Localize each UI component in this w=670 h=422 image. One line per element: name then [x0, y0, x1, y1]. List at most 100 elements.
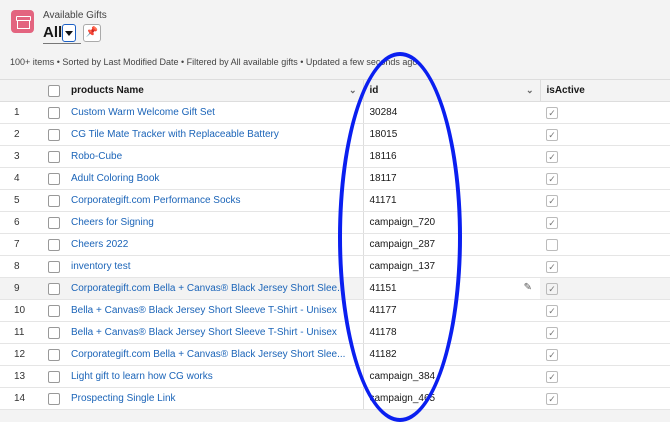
- is-active-checkbox: ✓: [546, 150, 558, 163]
- list-view-dropdown-button[interactable]: [62, 24, 76, 42]
- product-name-link[interactable]: Corporategift.com Bella + Canvas® Black …: [65, 277, 363, 300]
- id-value: 41182: [369, 349, 397, 360]
- id-value: campaign_465: [369, 393, 436, 404]
- product-name-link[interactable]: Cheers 2022: [65, 233, 363, 256]
- id-value: 18015: [369, 129, 398, 140]
- product-name-link[interactable]: Adult Coloring Book: [65, 167, 363, 190]
- row-number: 9: [0, 277, 40, 300]
- product-name-link[interactable]: Bella + Canvas® Black Jersey Short Sleev…: [65, 321, 363, 344]
- table-row: 13 Light gift to learn how CG works camp…: [0, 365, 670, 388]
- product-name-link[interactable]: Robo-Cube: [65, 145, 363, 168]
- product-name[interactable]: Cheers 2022: [71, 239, 129, 250]
- product-name[interactable]: inventory test: [71, 261, 131, 272]
- is-active-checkbox: ✓: [546, 172, 558, 185]
- table-row: 12 Corporategift.com Bella + Canvas® Bla…: [0, 343, 670, 366]
- row-number: 12: [0, 343, 40, 366]
- id-value: campaign_720: [369, 217, 436, 228]
- product-name[interactable]: Bella + Canvas® Black Jersey Short Sleev…: [71, 327, 337, 338]
- product-name-link[interactable]: inventory test: [65, 255, 363, 278]
- row-checkbox[interactable]: [48, 304, 60, 317]
- table-row: 11 Bella + Canvas® Black Jersey Short Sl…: [0, 321, 670, 344]
- row-checkbox[interactable]: [48, 194, 60, 207]
- product-name[interactable]: CG Tile Mate Tracker with Replaceable Ba…: [71, 129, 279, 140]
- id-cell: campaign_384: [362, 365, 540, 388]
- table-row: 4 Adult Coloring Book 18117 ✓: [0, 167, 670, 190]
- row-checkbox[interactable]: [48, 238, 60, 251]
- row-number: 8: [0, 255, 40, 278]
- product-name[interactable]: Custom Warm Welcome Gift Set: [71, 107, 215, 118]
- row-checkbox[interactable]: [48, 216, 60, 229]
- is-active-checkbox: [546, 238, 558, 251]
- table-row: 1 Custom Warm Welcome Gift Set 30284 ✓: [0, 101, 670, 124]
- product-name[interactable]: Cheers for Signing: [71, 217, 154, 228]
- object-label: Available Gifts: [43, 10, 107, 21]
- chevron-down-icon[interactable]: ⌄: [525, 85, 534, 95]
- chevron-down-icon[interactable]: ⌄: [348, 85, 357, 95]
- product-name-link[interactable]: Cheers for Signing: [65, 211, 363, 234]
- row-checkbox[interactable]: [48, 260, 60, 273]
- list-header: Available Gifts All 📌 100+ items • Sorte…: [0, 0, 670, 79]
- row-checkbox[interactable]: [48, 128, 60, 141]
- id-cell: 18116: [362, 145, 540, 168]
- id-cell: campaign_287: [362, 233, 540, 256]
- product-name[interactable]: Prospecting Single Link: [71, 393, 176, 404]
- id-value: 41151: [369, 283, 397, 294]
- product-name[interactable]: Bella + Canvas® Black Jersey Short Sleev…: [71, 305, 337, 316]
- product-name[interactable]: Robo-Cube: [71, 151, 123, 162]
- id-value: campaign_287: [369, 239, 436, 250]
- row-number: 13: [0, 365, 40, 388]
- is-active-checkbox: ✓: [546, 260, 558, 273]
- row-checkbox[interactable]: [48, 348, 60, 361]
- row-checkbox[interactable]: [48, 150, 60, 163]
- table-row: 7 Cheers 2022 campaign_287: [0, 233, 670, 256]
- id-cell: 18015: [362, 123, 540, 146]
- is-active-checkbox: ✓: [546, 128, 558, 141]
- product-name-link[interactable]: Light gift to learn how CG works: [65, 365, 363, 388]
- id-value: 41177: [369, 305, 397, 316]
- pencil-edit-icon[interactable]: ✎: [523, 282, 532, 293]
- row-checkbox[interactable]: [48, 106, 60, 119]
- product-name[interactable]: Light gift to learn how CG works: [71, 371, 213, 382]
- row-checkbox[interactable]: [48, 392, 60, 405]
- product-name-link[interactable]: Corporategift.com Performance Socks: [65, 189, 363, 212]
- row-number: 10: [0, 299, 40, 322]
- id-cell: 18117: [362, 167, 540, 190]
- row-number: 14: [0, 387, 40, 410]
- row-checkbox[interactable]: [48, 282, 60, 295]
- list-view-name: All: [43, 24, 81, 44]
- product-name-link[interactable]: Bella + Canvas® Black Jersey Short Sleev…: [65, 299, 363, 322]
- select-all-checkbox[interactable]: [48, 84, 60, 97]
- pin-icon[interactable]: 📌: [83, 24, 101, 42]
- product-name[interactable]: Corporategift.com Bella + Canvas® Black …: [71, 349, 346, 360]
- gift-box-icon: [11, 10, 34, 33]
- product-name-link[interactable]: Corporategift.com Bella + Canvas® Black …: [65, 343, 363, 366]
- column-header-id[interactable]: id ⌄: [362, 79, 540, 102]
- is-active-checkbox: ✓: [546, 370, 558, 383]
- is-active-checkbox: ✓: [546, 326, 558, 339]
- row-number: 2: [0, 123, 40, 146]
- table-row: 3 Robo-Cube 18116 ✓: [0, 145, 670, 168]
- is-active-checkbox: ✓: [546, 304, 558, 317]
- product-name[interactable]: Corporategift.com Bella + Canvas® Black …: [71, 283, 346, 294]
- column-label: isActive: [546, 85, 585, 96]
- row-number: 7: [0, 233, 40, 256]
- row-checkbox[interactable]: [48, 172, 60, 185]
- row-number: 3: [0, 145, 40, 168]
- product-name-link[interactable]: CG Tile Mate Tracker with Replaceable Ba…: [65, 123, 363, 146]
- column-header-name[interactable]: products Name ⌄: [65, 79, 363, 102]
- is-active-checkbox: ✓: [546, 106, 558, 119]
- row-checkbox[interactable]: [48, 326, 60, 339]
- is-active-checkbox: ✓: [546, 392, 558, 405]
- list-meta-info: 100+ items • Sorted by Last Modified Dat…: [10, 57, 418, 67]
- table-row: 10 Bella + Canvas® Black Jersey Short Sl…: [0, 299, 670, 322]
- column-header-isactive[interactable]: isActive: [539, 79, 670, 102]
- column-label: products Name: [71, 85, 144, 96]
- product-name-link[interactable]: Custom Warm Welcome Gift Set: [65, 101, 363, 124]
- product-name[interactable]: Corporategift.com Performance Socks: [71, 195, 241, 206]
- id-cell: campaign_720: [362, 211, 540, 234]
- is-active-checkbox: ✓: [546, 194, 558, 207]
- id-cell: campaign_465: [362, 387, 540, 410]
- row-checkbox[interactable]: [48, 370, 60, 383]
- product-name-link[interactable]: Prospecting Single Link: [65, 387, 363, 410]
- product-name[interactable]: Adult Coloring Book: [71, 173, 160, 184]
